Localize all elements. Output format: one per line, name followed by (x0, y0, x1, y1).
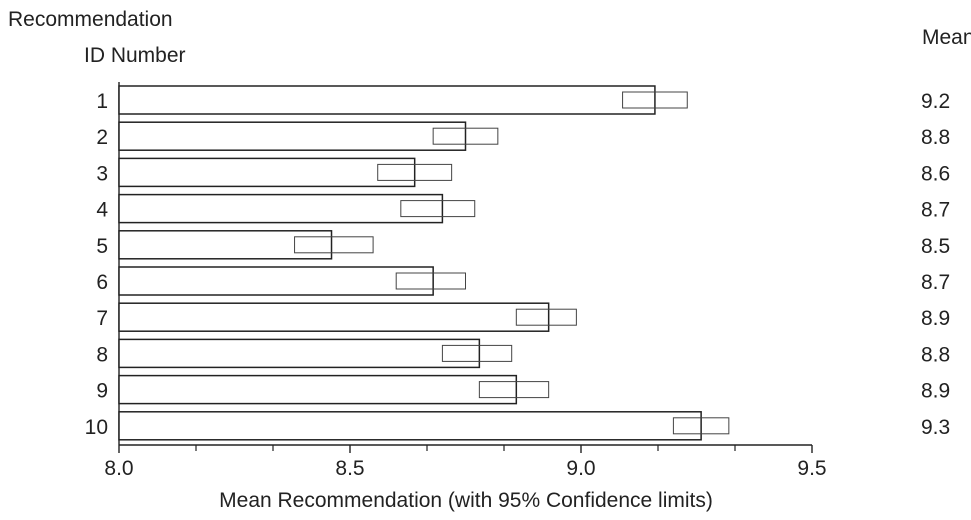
category-label: 9 (96, 380, 108, 403)
confidence-interval (478, 381, 550, 399)
mean-value-label: 8.8 (921, 343, 950, 366)
bar (118, 121, 467, 151)
category-label: 4 (96, 199, 108, 222)
mean-value-label: 9.2 (921, 90, 950, 113)
bar (118, 411, 702, 441)
category-label: 5 (96, 235, 108, 258)
category-label: 2 (96, 126, 108, 149)
bar (118, 157, 416, 188)
category-label: 3 (96, 162, 108, 185)
mean-value-label: 8.6 (921, 162, 950, 185)
mean-value-label: 8.9 (921, 380, 950, 403)
mean-value-label: 8.8 (921, 126, 950, 149)
bar (118, 266, 434, 296)
category-label: 1 (96, 90, 108, 113)
bar (118, 302, 550, 332)
mean-value-label: 9.3 (921, 416, 950, 439)
bar (118, 374, 518, 405)
confidence-interval (400, 200, 476, 218)
category-label: 6 (96, 271, 108, 294)
category-label: 10 (85, 416, 108, 439)
confidence-interval (432, 127, 499, 145)
bar (118, 85, 656, 115)
confidence-interval (377, 163, 453, 181)
bar (118, 338, 481, 369)
mean-column-header: Mean (922, 26, 971, 49)
confidence-interval (672, 417, 730, 435)
x-tick-label: 8.5 (335, 457, 364, 480)
confidence-interval (622, 91, 688, 109)
x-tick-label: 9.0 (566, 457, 595, 480)
confidence-interval (395, 272, 467, 290)
y-axis-header-line1: Recommendation (8, 8, 173, 31)
mean-value-label: 8.9 (921, 307, 950, 330)
x-tick-label: 8.0 (104, 457, 133, 480)
confidence-interval (294, 236, 374, 254)
mean-value-label: 8.7 (921, 271, 950, 294)
category-label: 8 (96, 343, 108, 366)
confidence-interval (515, 308, 577, 326)
x-axis-title: Mean Recommendation (with 95% Confidence… (219, 489, 713, 512)
y-axis-header-line2: ID Number (84, 44, 186, 67)
x-tick-label: 9.5 (797, 457, 826, 480)
bar (118, 193, 444, 224)
confidence-interval (441, 344, 513, 362)
bar (118, 230, 333, 260)
mean-value-label: 8.5 (921, 235, 950, 258)
category-label: 7 (96, 307, 108, 330)
mean-value-label: 8.7 (921, 199, 950, 222)
